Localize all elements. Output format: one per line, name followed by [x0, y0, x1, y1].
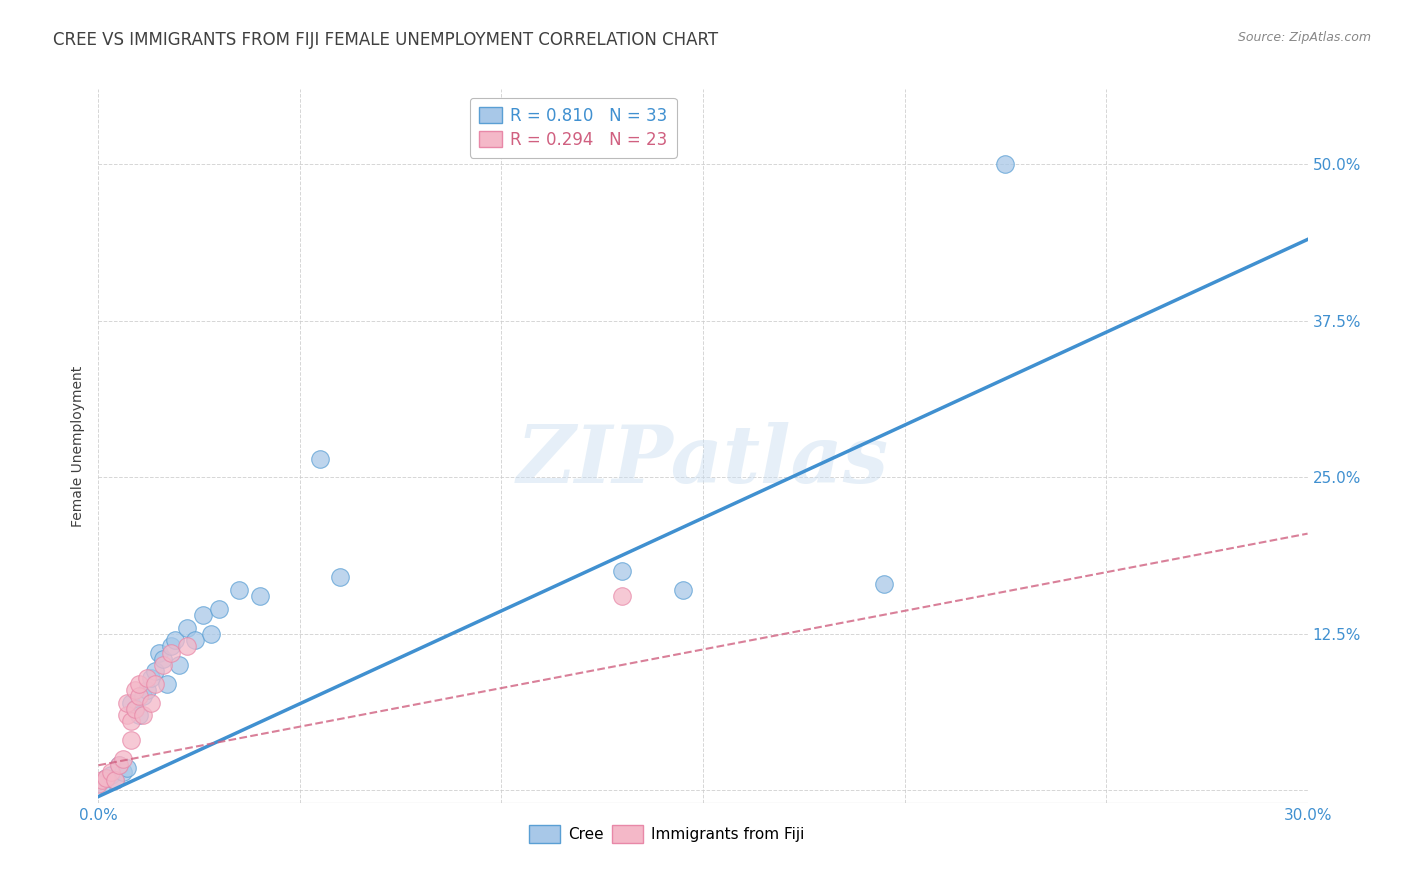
- Point: [176, 621, 198, 635]
- Point: [228, 582, 250, 597]
- Point: [120, 714, 142, 729]
- Point: [167, 658, 190, 673]
- Point: [152, 658, 174, 673]
- Point: [200, 627, 222, 641]
- Point: [91, 773, 114, 788]
- Point: [107, 758, 129, 772]
- Point: [160, 640, 183, 654]
- Point: [107, 758, 129, 772]
- Point: [132, 690, 155, 704]
- Point: [124, 683, 146, 698]
- Point: [160, 646, 183, 660]
- Point: [143, 677, 166, 691]
- Point: [124, 702, 146, 716]
- Point: [156, 677, 179, 691]
- Point: [672, 582, 695, 597]
- Text: CREE VS IMMIGRANTS FROM FIJI FEMALE UNEMPLOYMENT CORRELATION CHART: CREE VS IMMIGRANTS FROM FIJI FEMALE UNEM…: [53, 31, 718, 49]
- Point: [249, 589, 271, 603]
- Point: [184, 633, 207, 648]
- Point: [111, 764, 134, 779]
- Point: [148, 646, 170, 660]
- Point: [176, 640, 198, 654]
- Point: [128, 690, 150, 704]
- Point: [91, 777, 114, 791]
- Point: [128, 677, 150, 691]
- Point: [115, 708, 138, 723]
- Point: [111, 752, 134, 766]
- Point: [139, 671, 162, 685]
- Point: [135, 671, 157, 685]
- Point: [124, 702, 146, 716]
- Point: [208, 601, 231, 615]
- Point: [143, 665, 166, 679]
- Point: [135, 683, 157, 698]
- Point: [139, 696, 162, 710]
- Point: [994, 157, 1017, 171]
- Legend: Cree, Immigrants from Fiji: Cree, Immigrants from Fiji: [523, 819, 810, 848]
- Point: [309, 451, 332, 466]
- Point: [128, 708, 150, 723]
- Point: [103, 773, 125, 788]
- Point: [612, 564, 634, 578]
- Point: [612, 589, 634, 603]
- Point: [100, 768, 122, 782]
- Text: Source: ZipAtlas.com: Source: ZipAtlas.com: [1237, 31, 1371, 45]
- Point: [120, 733, 142, 747]
- Text: ZIPatlas: ZIPatlas: [517, 422, 889, 499]
- Point: [96, 771, 118, 785]
- Point: [193, 607, 215, 622]
- Point: [103, 773, 125, 788]
- Point: [87, 777, 110, 791]
- Point: [163, 633, 186, 648]
- Y-axis label: Female Unemployment: Female Unemployment: [72, 366, 86, 526]
- Point: [115, 696, 138, 710]
- Point: [152, 652, 174, 666]
- Point: [132, 708, 155, 723]
- Point: [115, 761, 138, 775]
- Point: [120, 696, 142, 710]
- Point: [96, 771, 118, 785]
- Point: [329, 570, 352, 584]
- Point: [100, 764, 122, 779]
- Point: [873, 576, 896, 591]
